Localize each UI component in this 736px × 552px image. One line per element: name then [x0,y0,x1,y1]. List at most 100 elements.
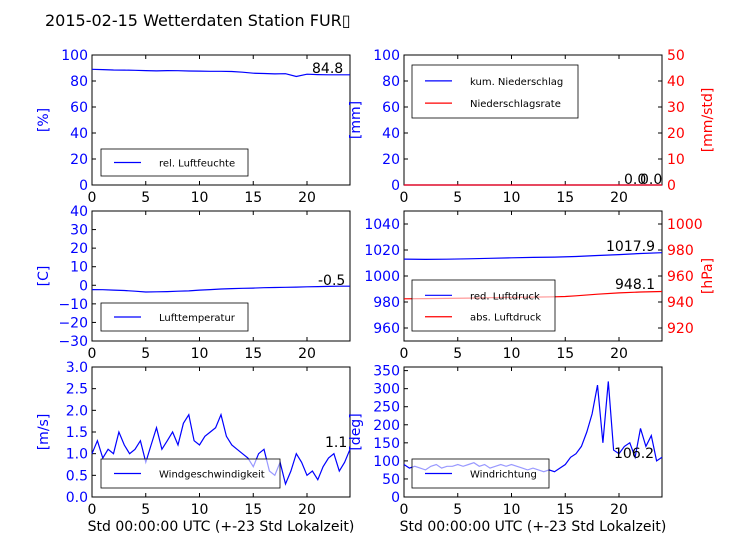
y-tick-label-right: 10 [667,152,685,168]
x-axis-label-right: Std 00:00:00 UTC (+-23 Std Lokalzeit) [400,519,667,535]
x-tick-label: 20 [610,346,628,362]
value-annotation: -0.5 [318,273,345,289]
y-axis-label-right: [hPa] [700,258,716,294]
legend-box [411,279,556,332]
y-tick-label-right: 960 [667,269,694,285]
y-tick-label: 60 [70,100,88,116]
x-tick-label: 0 [400,190,409,206]
x-tick-label: 15 [556,190,574,206]
x-tick-label: 20 [298,346,316,362]
x-axis-label-left: Std 00:00:00 UTC (+-23 Std Lokalzeit) [88,519,355,535]
y-tick-label: 0 [391,178,400,194]
legend-label: Windrichtung [470,470,537,481]
y-axis-label: [C] [36,266,52,287]
x-tick-label: 20 [298,190,316,206]
y-tick-label: 3.0 [66,360,88,376]
x-tick-label: 5 [141,502,150,518]
y-tick-label: 10 [70,260,88,276]
y-tick-label-right: 50 [667,48,685,64]
x-tick-label: 5 [453,502,462,518]
y-tick-label-right: 40 [667,74,685,90]
y-tick-label: 50 [382,472,400,488]
x-tick-label: 20 [298,502,316,518]
legend-label: Windgeschwindigkeit [159,470,265,481]
y-tick-label: 2.5 [66,382,88,398]
x-tick-label: 10 [191,346,209,362]
y-tick-label-right: 920 [667,321,694,337]
x-tick-label: 5 [453,346,462,362]
legend-label: abs. Luftdruck [470,313,541,324]
y-tick-label: 960 [373,321,400,337]
series-line [403,252,663,261]
value-annotation: 0.0 [640,172,662,188]
y-tick-label-right: 20 [667,126,685,142]
y-tick-label: 20 [70,241,88,257]
legend-box [411,64,579,119]
y-tick-label: 1020 [364,243,400,259]
y-tick-label: 350 [373,364,400,380]
x-tick-label: 15 [556,502,574,518]
y-tick-label: 2.0 [66,403,88,419]
y-tick-label: 30 [70,223,88,239]
panel-temperature: 0 5 10 15 20 −30 −20 −10 0 10 20 30 40 [C] Lufttempera… [36,204,351,362]
value-annotation: 1.1 [325,435,347,451]
x-tick-label: 10 [503,190,521,206]
y-axis-label: [mm] [348,101,364,139]
x-tick-label: 5 [141,190,150,206]
y-tick-label: 40 [382,126,400,142]
y-tick-label: 20 [382,152,400,168]
x-tick-label: 15 [244,346,262,362]
y-tick-label: 0 [79,278,88,294]
x-tick-label: 20 [610,502,628,518]
x-tick-label: 5 [141,346,150,362]
y-tick-label: 20 [70,152,88,168]
x-tick-label: 15 [244,190,262,206]
x-tick-label: 10 [503,502,521,518]
y-tick-label: 100 [373,454,400,470]
x-tick-label: 0 [88,502,97,518]
value-annotation: 1017.9 [606,239,655,255]
panel-pressure: 0 5 10 15 20 960 980 1000 1020 1040 920 940 960 980 10… [364,210,716,362]
series-line [91,285,350,293]
value-annotation: 84.8 [312,61,343,77]
x-tick-label: 10 [503,346,521,362]
y-tick-label: 1.5 [66,425,88,441]
x-tick-label: 10 [191,502,209,518]
panel-winddirection: 0 5 10 15 20050100150200250300350[deg]Windri… [348,364,663,518]
y-axis-label: [deg] [348,413,364,450]
y-tick-label: 250 [373,400,400,416]
y-axis-label: [%] [36,108,52,132]
x-tick-label: 15 [556,346,574,362]
panel-humidity: 0 5 10 15 20 0 20 40 60 80 100 [%] rel. Luftfeuchte 8… [36,48,351,206]
x-tick-label: 0 [88,190,97,206]
y-tick-label: 1000 [364,269,400,285]
x-tick-label: 0 [400,502,409,518]
y-tick-label: 0.5 [66,468,88,484]
y-tick-label: 0.0 [66,490,88,506]
legend-label: kum. Niederschlag [470,77,563,88]
y-tick-label-right: 980 [667,243,694,259]
y-tick-label: 1.0 [66,447,88,463]
panel-precipitation: 0 5 10 15 20 0 20 40 60 80 100 0 10 20 30 40 50 [mm] [mm/s… [348,48,716,206]
value-annotation: 948.1 [615,277,655,293]
legend-label: red. Luftdruck [470,291,540,302]
series-line [91,68,350,78]
value-annotation: 106.2 [614,446,654,462]
y-tick-label: 1040 [364,217,400,233]
y-tick-label-right: 0 [667,178,676,194]
series-line [91,412,351,486]
y-tick-label: 40 [70,126,88,142]
y-tick-label-right: 30 [667,100,685,116]
panel-windspeed: 0 5 10 15 20 0.0 0.5 1.0 1.5 2.0 2.5 3.0 [m/s] Windge… [36,360,351,518]
legend-label: rel. Luftfeuchte [159,159,235,170]
x-tick-label: 5 [453,190,462,206]
y-axis-label: [m/s] [36,414,52,451]
x-tick-label: 20 [610,190,628,206]
y-tick-label: 60 [382,100,400,116]
y-tick-label-right: 1000 [667,217,703,233]
y-tick-label: 150 [373,436,400,452]
y-tick-label-right: 940 [667,295,694,311]
y-tick-label: 300 [373,382,400,398]
